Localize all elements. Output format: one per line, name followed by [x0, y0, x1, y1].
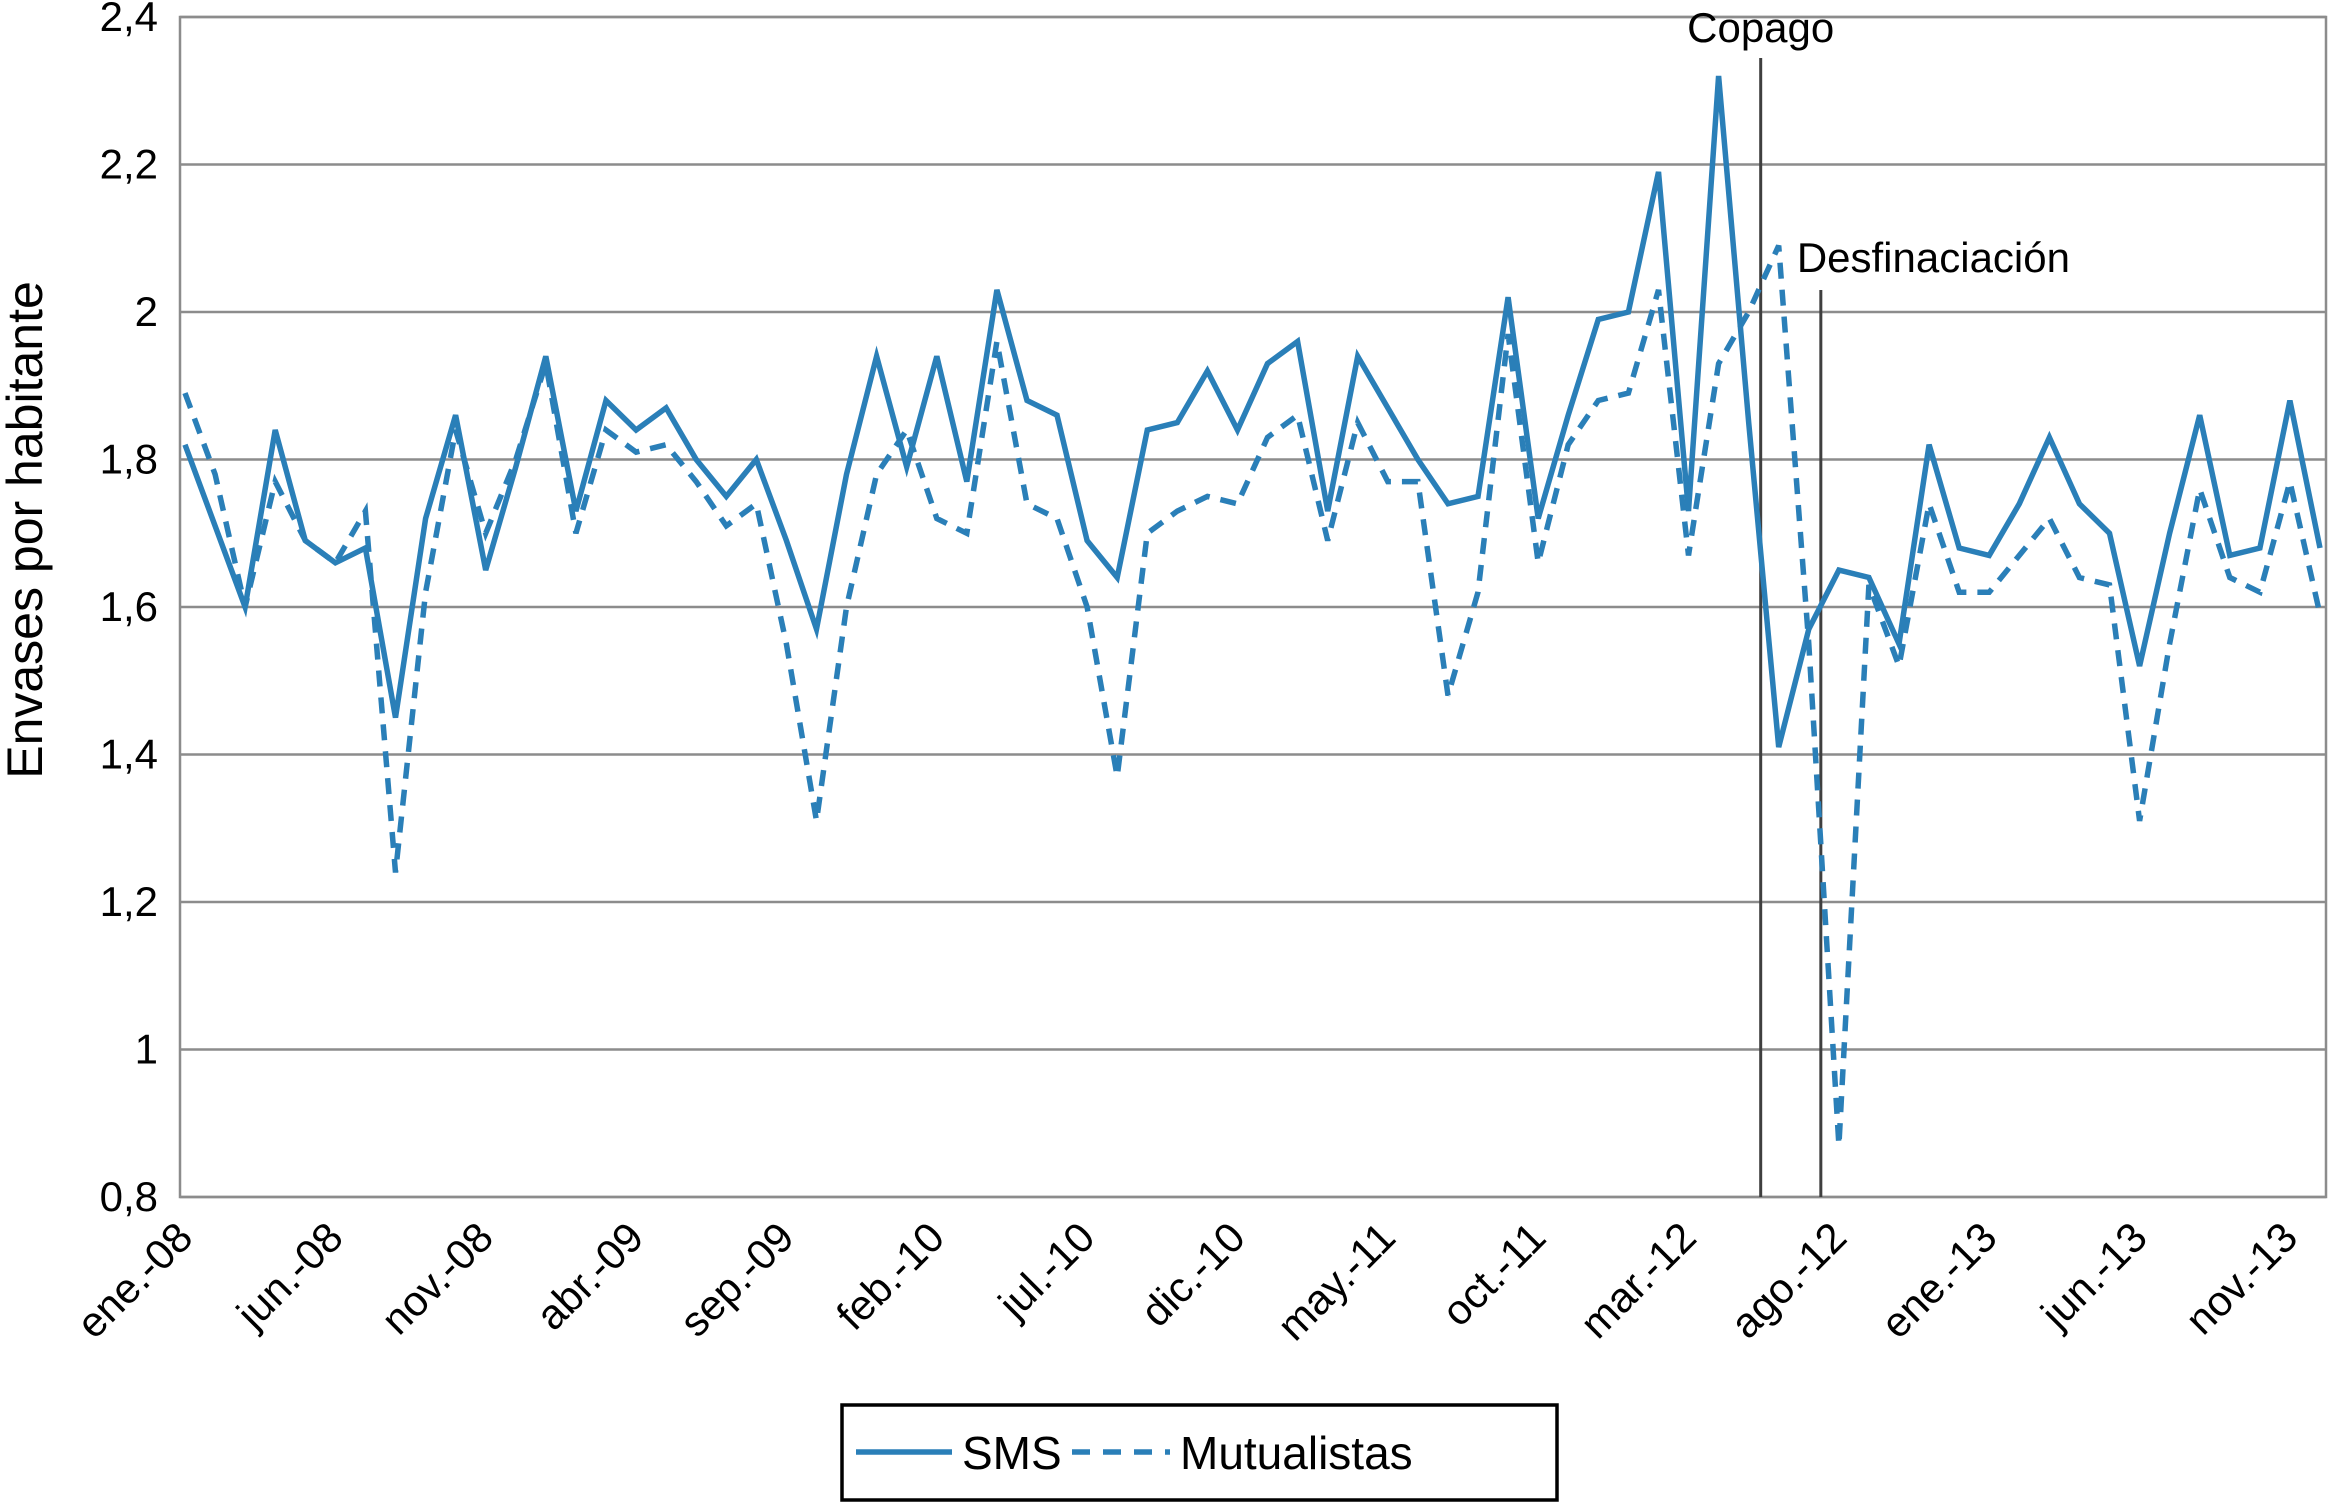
y-axis-title: Envases por habitante	[0, 281, 53, 779]
x-tick-label: mar.-12	[1571, 1213, 1705, 1347]
x-tick-label: feb.-10	[827, 1213, 953, 1339]
x-tick-label: sep.-09	[670, 1213, 802, 1345]
x-tick-label: jul.-10	[988, 1213, 1104, 1329]
x-tick-label: jun.-13	[2030, 1213, 2155, 1338]
event-label-copago: Copago	[1687, 4, 1834, 51]
y-tick-label: 2,2	[100, 141, 158, 188]
y-tick-label: 0,8	[100, 1173, 158, 1220]
y-tick-label: 1,8	[100, 436, 158, 483]
x-tick-label: may.-11	[1268, 1213, 1404, 1349]
x-tick-label: jun.-08	[226, 1213, 351, 1338]
y-tick-label: 1,6	[100, 583, 158, 630]
y-tick-label: 2	[135, 288, 158, 335]
event-label-desfinaciacion: Desfinaciación	[1797, 234, 2070, 281]
x-tick-label: abr.-09	[527, 1213, 653, 1339]
y-tick-label: 2,4	[100, 0, 158, 40]
legend-box	[840, 1403, 1559, 1502]
legend-label-mutualistas: Mutualistas	[1180, 1427, 1413, 1479]
x-tick-label: ene.-08	[67, 1213, 201, 1347]
x-tick-label: ago.-12	[1721, 1213, 1855, 1347]
x-tick-label: ene.-13	[1872, 1213, 2006, 1347]
x-tick-label: nov.-13	[2176, 1213, 2306, 1343]
x-tick-label: dic.-10	[1131, 1213, 1253, 1335]
legend-label-sms: SMS	[962, 1427, 1062, 1479]
y-tick-label: 1,2	[100, 878, 158, 925]
y-tick-label: 1	[135, 1026, 158, 1073]
y-tick-label: 1,4	[100, 731, 158, 778]
x-tick-label: oct.-11	[1433, 1213, 1555, 1335]
series-mutualistas	[182, 244, 2323, 1146]
x-tick-label: nov.-08	[372, 1213, 502, 1343]
series-sms	[182, 75, 2323, 748]
plot-border	[178, 15, 2328, 1199]
